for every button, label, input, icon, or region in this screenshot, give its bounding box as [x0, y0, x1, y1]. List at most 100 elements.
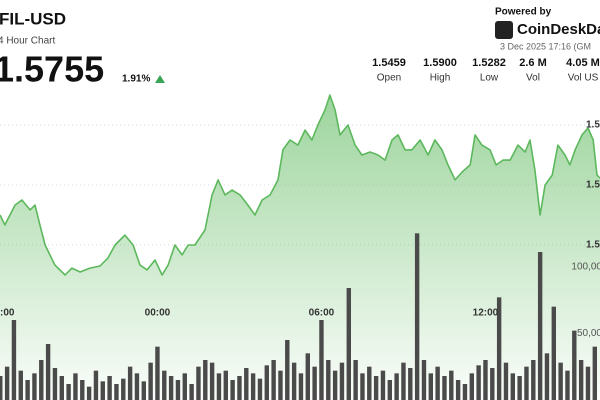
- stat-label: Open: [377, 73, 401, 84]
- volume-bar: [558, 362, 563, 400]
- volume-bar: [11, 320, 17, 400]
- volume-bar: [544, 353, 550, 400]
- stat-label: Low: [480, 73, 499, 84]
- volume-bar: [428, 373, 433, 400]
- volume-bar: [585, 366, 591, 400]
- volume-bar: [551, 306, 557, 400]
- volume-bar: [203, 360, 208, 400]
- stat-label: High: [430, 73, 451, 84]
- volume-bar: [326, 360, 331, 400]
- stat-value: 2.6 M: [519, 57, 547, 69]
- volume-bar: [305, 353, 310, 400]
- volume-bar: [196, 366, 201, 400]
- volume-bar: [18, 370, 23, 400]
- volume-bar: [503, 362, 509, 400]
- volume-bar: [244, 368, 249, 400]
- volume-bar: [319, 320, 324, 400]
- volume-bar: [237, 376, 242, 400]
- volume-bar: [230, 380, 235, 400]
- volume-bar: [141, 381, 146, 400]
- volume-bar: [107, 376, 112, 400]
- volume-bar: [223, 370, 228, 400]
- volume-bar: [572, 330, 577, 400]
- volume-bar: [168, 376, 174, 400]
- volume-bar: [435, 366, 440, 400]
- volume-bar: [189, 384, 194, 400]
- volume-bar: [100, 381, 105, 400]
- volume-bar: [291, 362, 297, 400]
- volume-bar: [517, 376, 522, 400]
- volume-bar: [25, 380, 30, 400]
- volume-bar: [4, 366, 10, 400]
- volume-bar: [45, 344, 51, 400]
- volume-bar: [209, 362, 215, 400]
- volume-bar: [66, 384, 71, 400]
- volume-bar: [175, 380, 181, 400]
- volume-bar: [298, 373, 304, 400]
- volume-bar: [93, 370, 99, 400]
- volume-bar: [510, 373, 516, 400]
- volume-bar: [353, 360, 358, 400]
- volume-bar: [524, 366, 529, 400]
- volume-bar: [114, 384, 119, 400]
- volume-bar: [312, 366, 317, 400]
- volume-bar: [339, 362, 345, 400]
- brand-logo: [495, 21, 513, 39]
- volume-bar: [39, 360, 44, 400]
- stat-value: 1.5459: [372, 57, 406, 69]
- volume-bar: [531, 360, 536, 400]
- volume-bar: [127, 366, 133, 400]
- y-tick-label: 1.5: [586, 240, 600, 251]
- volume-bar: [148, 362, 153, 400]
- volume-bar: [257, 378, 263, 400]
- volume-bar: [162, 370, 167, 400]
- x-tick-label: 06:00: [309, 308, 335, 319]
- subtitle: 4 Hour Chart: [0, 36, 55, 47]
- plot: 1.5 1.5 1.5 50,00 100,00:00 00:00 06:00 12:00: [0, 94, 600, 400]
- volume-bar: [380, 370, 386, 400]
- volume-bar: [155, 346, 160, 400]
- volume-bar: [565, 370, 570, 400]
- volume-bar: [73, 373, 78, 400]
- y2-tick-label: 50,00: [577, 328, 600, 339]
- volume-bar: [394, 373, 399, 400]
- x-tick-label: 00:00: [145, 308, 171, 319]
- stat-value: 4.05 M: [566, 57, 600, 69]
- volume-bar: [59, 376, 64, 400]
- volume-bar: [250, 373, 256, 400]
- volume-bar: [367, 366, 372, 400]
- stats: 1.5459 Open 1.5900 High 1.5282 Low 2.6 M Vol 4.0…: [372, 57, 600, 84]
- volume-bar: [80, 380, 85, 400]
- volume-bar: [360, 373, 365, 400]
- volume-bar: [121, 378, 126, 400]
- price-line: [0, 94, 600, 276]
- volume-bar: [483, 360, 488, 400]
- volume-bar: [182, 373, 187, 400]
- volume-bar: [449, 370, 454, 400]
- y2-tick-label: 100,00: [571, 261, 600, 272]
- volume-bar: [52, 368, 58, 400]
- volume-bar: [408, 368, 413, 400]
- volume-bar: [401, 362, 406, 400]
- powered-by: Powered by: [495, 7, 552, 18]
- volume-bar: [32, 373, 37, 400]
- volume-bar: [592, 346, 598, 400]
- volume-bar: [264, 365, 269, 400]
- up-indicator: [155, 75, 165, 83]
- volume-bar: [134, 373, 140, 400]
- symbol: FIL-USD: [0, 9, 66, 28]
- volume-bar: [0, 376, 3, 400]
- volume-bar: [332, 370, 338, 400]
- volume-bar: [387, 380, 392, 400]
- volume-bar: [285, 340, 290, 400]
- volume-bar: [414, 233, 420, 400]
- stat-label: Vol US: [568, 73, 599, 84]
- volume-bar: [578, 360, 584, 400]
- volume-bar: [490, 368, 495, 400]
- volume-bar: [476, 365, 481, 400]
- volume-bar: [278, 370, 283, 400]
- price-area: [0, 95, 600, 400]
- volume-bar: [496, 297, 502, 400]
